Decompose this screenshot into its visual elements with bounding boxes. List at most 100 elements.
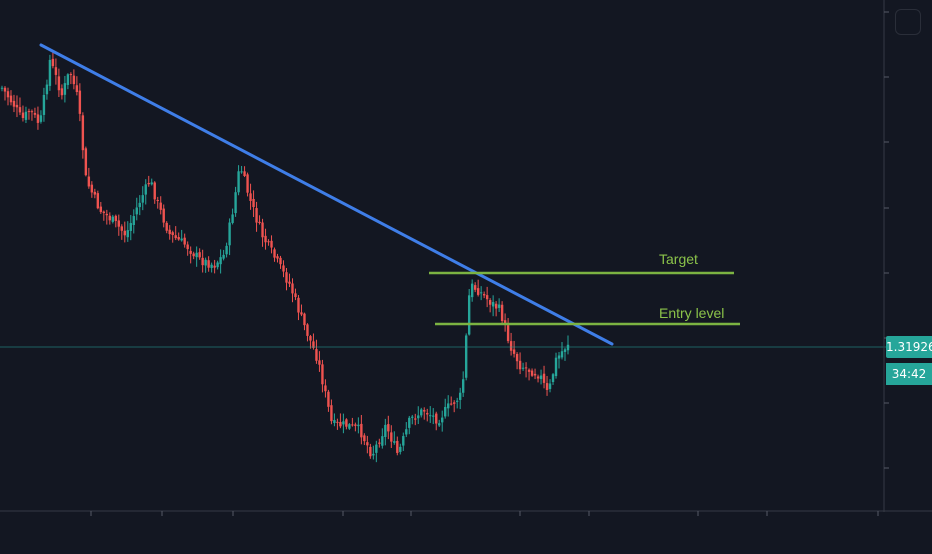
- candle-body: [327, 391, 330, 407]
- candle-body: [222, 254, 225, 259]
- candle-body: [435, 413, 438, 424]
- candle-body: [554, 357, 558, 377]
- candle-body: [282, 265, 285, 272]
- candle-body: [336, 421, 339, 423]
- candle-body: [147, 182, 150, 185]
- candle-body: [318, 360, 321, 365]
- candle-body: [536, 376, 540, 379]
- candle-body: [6, 91, 10, 98]
- trendline[interactable]: [39, 43, 614, 346]
- candle-body: [204, 259, 207, 266]
- candles-layer: [0, 51, 570, 463]
- candle-body: [3, 87, 7, 92]
- candle-body: [285, 272, 288, 283]
- candle-body: [195, 252, 198, 258]
- candle-body: [243, 171, 246, 177]
- candle-body: [105, 213, 109, 216]
- candle-body: [470, 283, 474, 298]
- candle-body: [524, 367, 528, 369]
- candle-body: [324, 385, 327, 392]
- candle-body: [530, 370, 534, 376]
- candle-body: [12, 100, 16, 107]
- candle-body: [63, 83, 67, 95]
- candle-body: [357, 424, 360, 427]
- candle-body: [545, 383, 549, 390]
- candle-body: [21, 112, 25, 118]
- candle-body: [402, 436, 405, 446]
- candle-body: [288, 281, 291, 284]
- candle-body: [557, 355, 561, 359]
- candle-body: [563, 349, 567, 352]
- candle-body: [213, 265, 216, 268]
- candle-body: [315, 349, 318, 361]
- candle-body: [210, 264, 213, 268]
- candle-body: [566, 344, 570, 351]
- candle-body: [414, 418, 417, 420]
- candle-body: [207, 260, 210, 268]
- candle-body: [234, 192, 237, 214]
- candle-body: [90, 184, 94, 193]
- candle-body: [201, 257, 204, 266]
- candle-body: [165, 222, 168, 231]
- candle-body: [476, 288, 480, 295]
- candle-body: [360, 423, 363, 438]
- candle-body: [39, 115, 43, 122]
- candle-body: [548, 383, 552, 389]
- candle-body: [156, 200, 159, 202]
- candle-body: [237, 171, 240, 193]
- candle-body: [426, 413, 429, 415]
- candle-body: [294, 293, 297, 298]
- candle-body: [342, 421, 345, 425]
- candle-body: [102, 211, 106, 213]
- candle-body: [24, 111, 28, 120]
- candle-body: [117, 220, 120, 227]
- candle-body: [126, 230, 129, 238]
- candle-body: [276, 256, 279, 259]
- chart-settings-button[interactable]: [895, 9, 921, 35]
- candle-body: [153, 182, 156, 200]
- candle-body: [57, 76, 61, 91]
- candle-body: [129, 223, 132, 231]
- candle-body: [453, 402, 456, 404]
- candle-body: [405, 429, 408, 435]
- candle-body: [503, 320, 507, 325]
- candle-body: [264, 235, 267, 243]
- candle-body: [494, 303, 498, 309]
- candle-body: [429, 415, 432, 417]
- candle-body: [509, 341, 513, 351]
- candle-body: [120, 226, 123, 231]
- candle-body: [81, 115, 85, 151]
- candle-body: [390, 432, 393, 442]
- candle-body: [303, 313, 306, 326]
- candle-body: [488, 300, 492, 305]
- candle-body: [527, 369, 531, 372]
- candle-body: [533, 373, 537, 376]
- candle-body: [252, 198, 255, 208]
- candle-body: [42, 94, 46, 115]
- candle-body: [186, 244, 189, 250]
- candle-body: [455, 400, 459, 402]
- candle-body: [464, 335, 468, 378]
- candle-body: [396, 440, 399, 453]
- candle-body: [84, 148, 88, 176]
- candle-body: [551, 374, 555, 383]
- candle-body: [270, 240, 273, 248]
- candle-body: [461, 379, 465, 393]
- candle-body: [174, 235, 177, 239]
- candle-body: [417, 415, 420, 419]
- candle-body: [420, 409, 423, 416]
- current-price-label: 1.31926: [886, 336, 932, 358]
- candle-body: [60, 88, 64, 96]
- candle-body: [369, 446, 372, 457]
- candle-body: [491, 302, 495, 307]
- candle-body: [123, 230, 126, 236]
- candle-body: [560, 351, 564, 358]
- candle-body: [0, 87, 4, 89]
- candle-body: [408, 417, 411, 428]
- candle-body: [444, 406, 447, 417]
- candle-body: [363, 435, 366, 442]
- candle-body: [138, 202, 141, 208]
- candle-body: [87, 176, 91, 187]
